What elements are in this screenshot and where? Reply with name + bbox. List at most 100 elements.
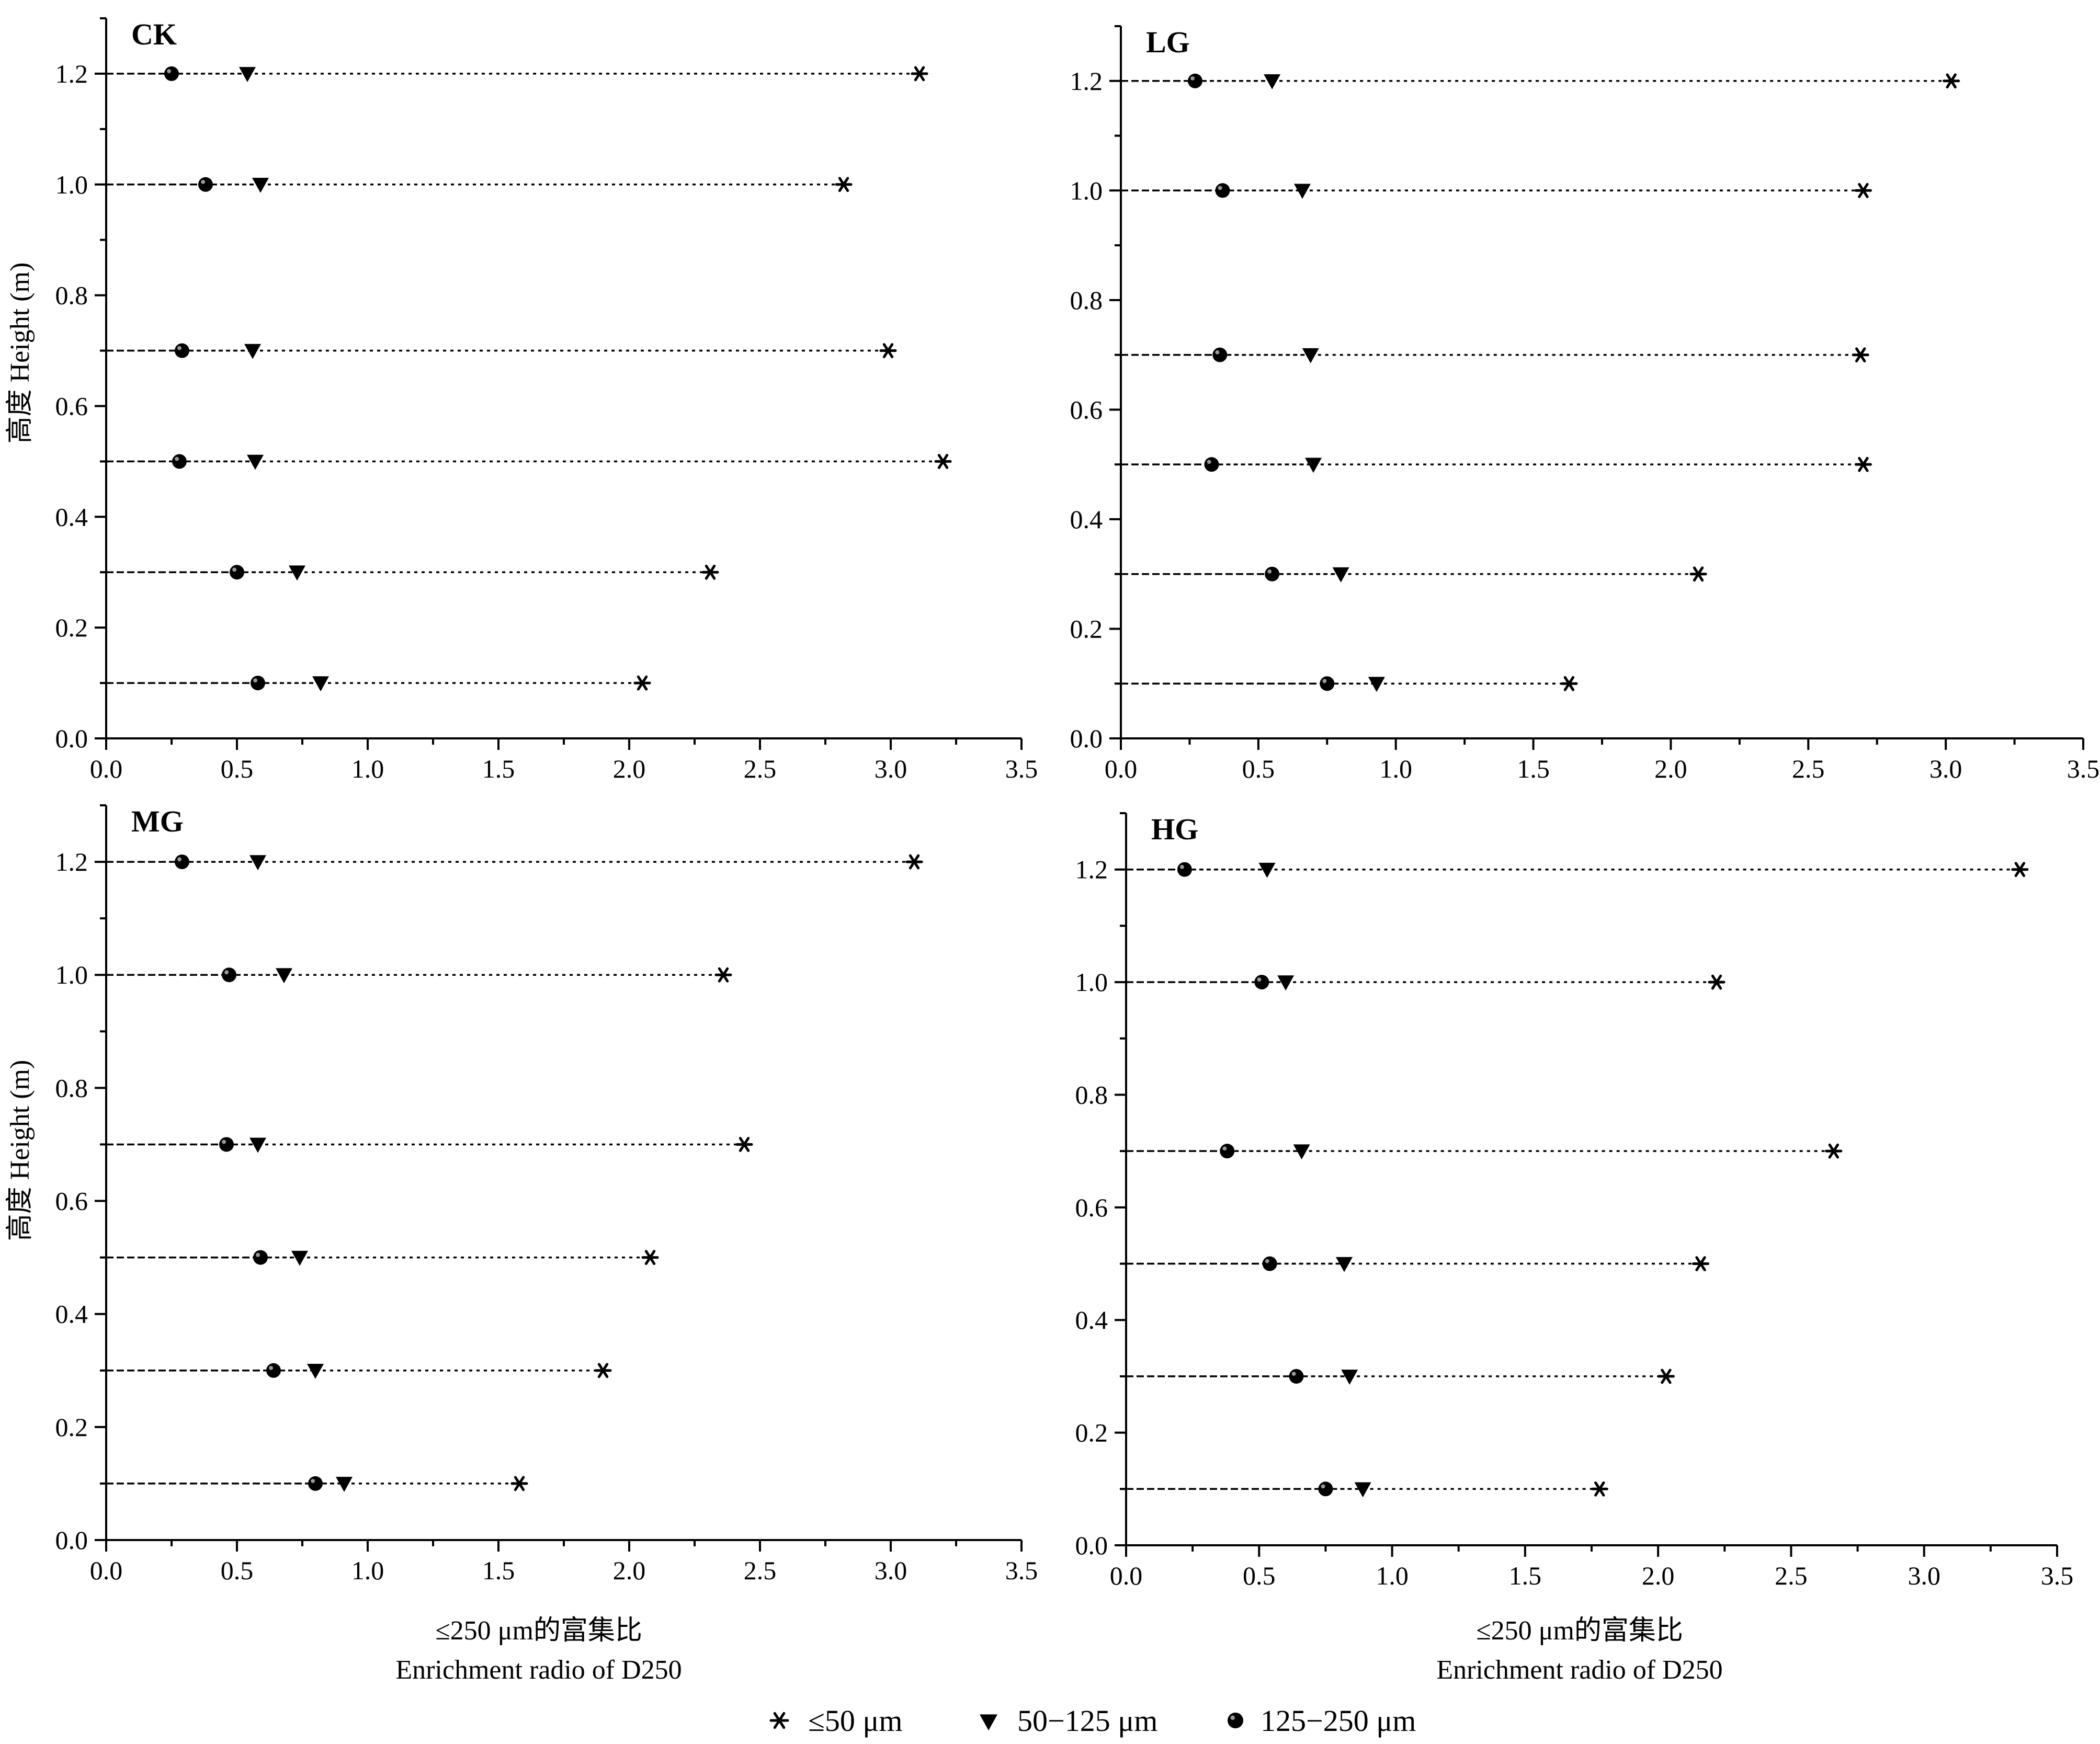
point-ball-lg-4: [1215, 183, 1230, 198]
legend-label-le50: ≤50 μm: [808, 1704, 903, 1738]
point-asterisk-lg-1: [1689, 566, 1707, 582]
point-asterisk-mg-2-stroke-d2: [644, 1250, 656, 1266]
point-ball-ck-1-body: [230, 565, 244, 580]
y-tick-label-lg-5: 1.0: [1070, 176, 1103, 205]
legend-asterisk-shape: [769, 1712, 789, 1729]
point-ball-hg-1-highlight: [1291, 1372, 1296, 1376]
point-triangle-mg-3: [249, 1137, 266, 1153]
legend-marker-triangle: [980, 1714, 997, 1730]
point-triangle-mg-5: [249, 855, 266, 871]
x-tick-label-ck-5: 2.5: [744, 754, 777, 783]
y-tick-label-hg-6: 1.2: [1075, 855, 1108, 884]
point-ball-lg-3-body: [1212, 347, 1228, 362]
point-ball-hg-1: [1289, 1369, 1304, 1384]
point-ball-ck-5-highlight: [167, 69, 172, 73]
x-tick-label-hg-0: 0.0: [1110, 1561, 1143, 1590]
point-asterisk-hg-2: [1692, 1256, 1710, 1271]
point-ball-ck-4-body: [198, 177, 213, 192]
x-tick-label-lg-2: 1.0: [1379, 754, 1412, 783]
point-triangle-lg-1: [1332, 567, 1349, 583]
x-tick-label-ck-1: 0.5: [221, 754, 254, 783]
point-ball-lg-0-highlight: [1322, 679, 1327, 683]
point-asterisk-mg-3: [735, 1137, 753, 1152]
x-tick-label-hg-1: 0.5: [1243, 1561, 1276, 1590]
y-tick-label-ck-3: 0.6: [55, 391, 88, 420]
point-ball-mg-3: [219, 1137, 234, 1152]
legend-marker-asterisk: [769, 1712, 789, 1729]
point-triangle-lg-4: [1293, 184, 1311, 199]
point-ball-mg-0-body: [308, 1476, 323, 1491]
point-ball-mg-2-highlight: [256, 1252, 260, 1257]
point-ball-mg-1: [266, 1363, 281, 1378]
point-ball-mg-2-body: [253, 1250, 268, 1265]
x-tick-label-mg-3: 1.5: [482, 1556, 515, 1585]
point-ball-ck-3-body: [175, 343, 189, 358]
x-tick-label-ck-6: 3.0: [875, 754, 907, 783]
point-asterisk-mg-0: [510, 1476, 528, 1491]
point-ball-lg-5-highlight: [1190, 76, 1195, 81]
x-tick-label-mg-2: 1.0: [351, 1556, 384, 1585]
x-axis-title-left-line1: ≤250 μm的富集比: [435, 1616, 642, 1646]
point-ball-lg-1: [1265, 566, 1280, 582]
panel-lg: 0.0 0.5 1.0 1.5 2.0 2.5 3.0 3.5 0.0 0.2 0.4 0.6 0.8 1…: [1070, 25, 2099, 783]
point-ball-lg-0-body: [1320, 676, 1335, 691]
point-triangle-ck-4: [252, 177, 269, 193]
point-asterisk-hg-2-stroke-d2: [1695, 1256, 1706, 1271]
point-ball-ck-0-highlight: [253, 678, 258, 683]
legend: ≤50 μm 50−125 μm 125−250 μm: [769, 1704, 1416, 1738]
point-triangle-ck-1: [289, 565, 305, 581]
point-ball-ck-5: [164, 66, 179, 81]
point-asterisk-hg-3-stroke-d2: [1828, 1143, 1839, 1159]
panel-mg: 0.0 0.5 1.0 1.5 2.0 2.5 3.0 3.5 0.0 0.2 0.4 0.6 0.8 1…: [55, 804, 1038, 1585]
point-ball-mg-5-highlight: [177, 857, 182, 862]
legend-ball-shape: [1228, 1713, 1243, 1728]
point-asterisk-ck-0-stroke-d2: [637, 675, 648, 691]
x-tick-label-ck-2: 1.0: [351, 754, 384, 783]
point-ball-hg-5: [1177, 862, 1192, 877]
point-ball-ck-5-body: [164, 66, 179, 81]
point-asterisk-ck-1-stroke-d2: [705, 564, 716, 580]
point-asterisk-lg-2: [1854, 457, 1872, 472]
point-triangle-lg-3: [1302, 348, 1319, 363]
point-triangle-lg-2: [1305, 458, 1322, 473]
point-ball-ck-0: [251, 676, 265, 691]
y-tick-label-hg-3: 0.6: [1075, 1193, 1108, 1222]
point-asterisk-hg-0: [1591, 1481, 1608, 1497]
x-tick-label-lg-3: 1.5: [1517, 754, 1550, 783]
x-tick-label-lg-4: 2.0: [1654, 754, 1687, 783]
point-ball-ck-1-highlight: [232, 567, 237, 572]
point-asterisk-lg-0-stroke-d2: [1563, 676, 1575, 691]
x-tick-label-hg-2: 1.0: [1376, 1561, 1409, 1590]
x-tick-label-hg-6: 3.0: [1908, 1561, 1940, 1590]
point-asterisk-hg-1-stroke-d2: [1661, 1369, 1672, 1384]
point-ball-ck-2-highlight: [175, 457, 179, 461]
x-tick-label-lg-0: 0.0: [1105, 754, 1138, 783]
legend-label-50-125: 50−125 μm: [1017, 1704, 1157, 1738]
y-tick-label-lg-3: 0.6: [1070, 395, 1103, 424]
point-ball-ck-4: [198, 177, 213, 192]
point-ball-hg-2-highlight: [1265, 1259, 1269, 1263]
point-asterisk-ck-3-stroke-d2: [882, 343, 894, 358]
y-tick-label-mg-1: 0.2: [55, 1412, 88, 1442]
legend-ball-shape-body: [1228, 1713, 1243, 1728]
point-ball-lg-2-highlight: [1207, 460, 1211, 464]
point-ball-lg-2-body: [1204, 457, 1219, 472]
x-tick-label-mg-5: 2.5: [744, 1556, 777, 1585]
y-axis-title-bottom: 高度 Height (m): [5, 1060, 35, 1241]
point-asterisk-lg-5-stroke-d2: [1946, 73, 1957, 89]
x-tick-label-mg-1: 0.5: [221, 1556, 254, 1585]
point-ball-hg-3: [1220, 1144, 1235, 1159]
point-triangle-mg-1: [307, 1363, 324, 1379]
x-tick-label-ck-7: 3.5: [1005, 754, 1038, 783]
point-ball-hg-5-body: [1177, 862, 1192, 877]
point-ball-ck-0-body: [251, 676, 265, 691]
point-triangle-ck-5: [239, 67, 256, 82]
point-ball-mg-5-body: [175, 854, 189, 870]
point-asterisk-hg-3: [1825, 1143, 1843, 1159]
point-asterisk-ck-2-stroke-d2: [937, 453, 949, 469]
y-tick-label-lg-2: 0.4: [1070, 505, 1103, 534]
y-tick-label-ck-2: 0.4: [55, 502, 88, 531]
point-triangle-hg-2: [1336, 1257, 1353, 1272]
point-ball-hg-1-body: [1289, 1369, 1304, 1384]
point-ball-hg-4: [1254, 975, 1269, 990]
